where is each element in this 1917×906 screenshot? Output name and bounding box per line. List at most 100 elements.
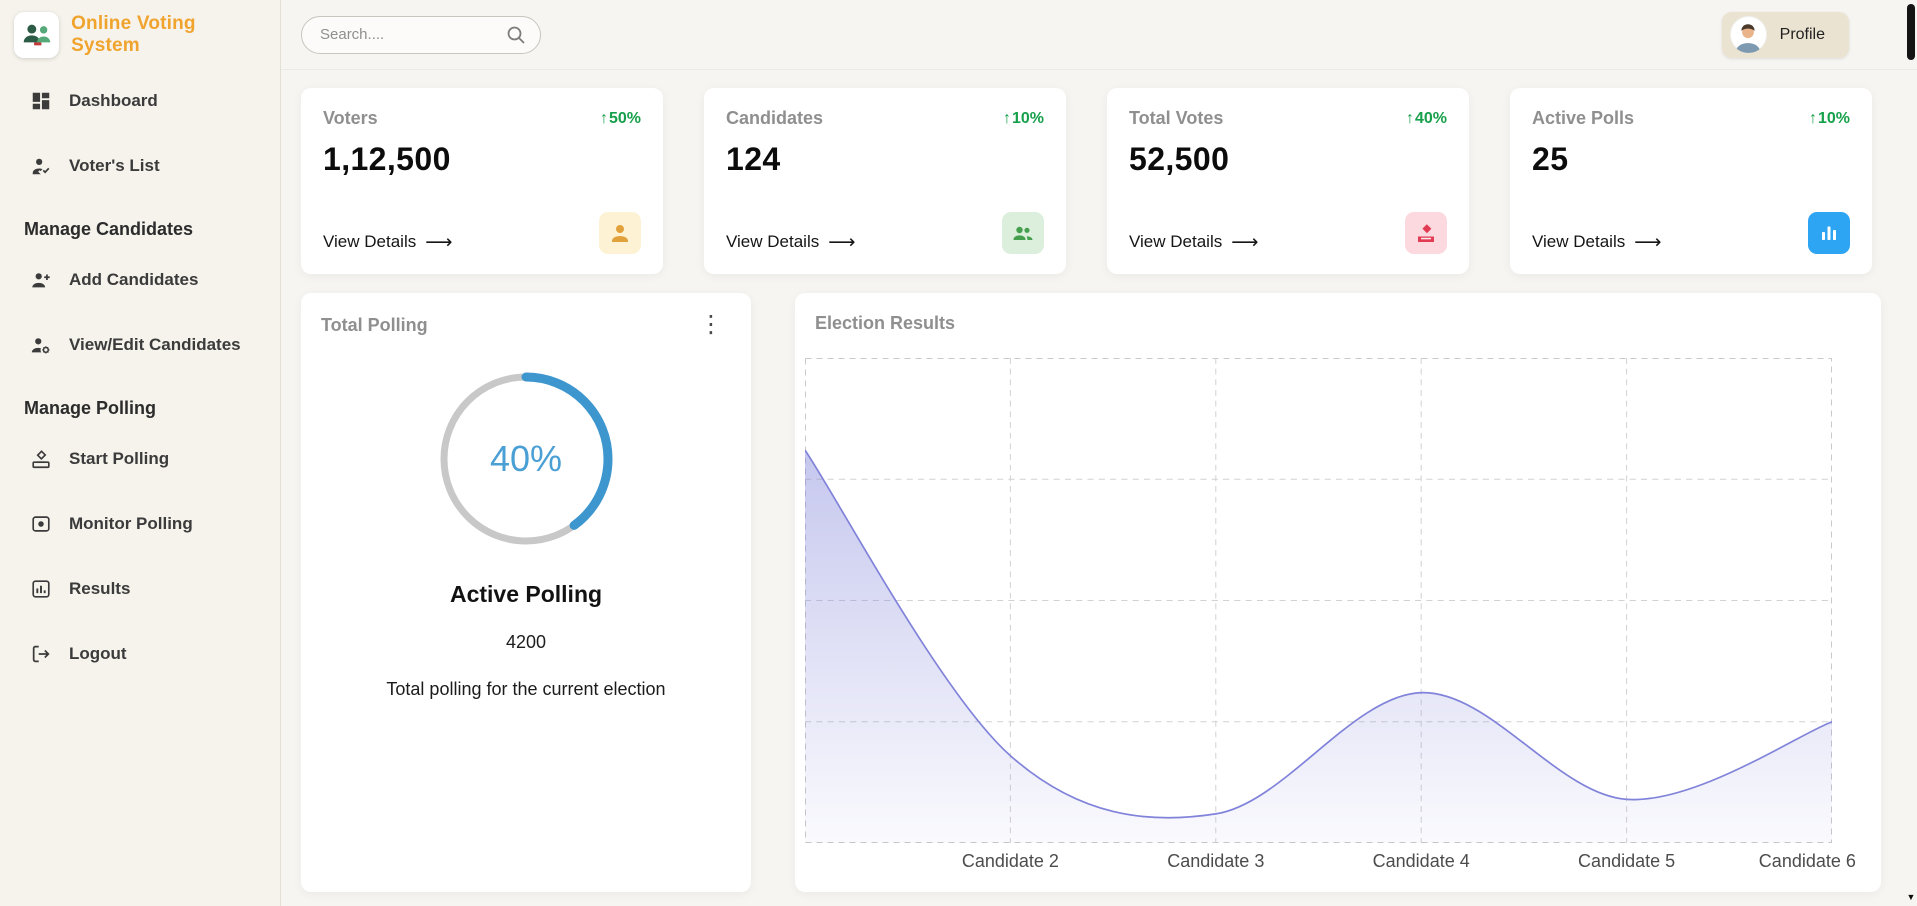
x-tick-label: Candidate 6 bbox=[1758, 851, 1856, 871]
app-logo bbox=[14, 12, 60, 58]
election-chart-svg bbox=[805, 358, 1832, 843]
bar-chart-icon bbox=[1808, 212, 1850, 254]
stat-value: 52,500 bbox=[1129, 141, 1230, 177]
sidebar-item-logout[interactable]: Logout bbox=[30, 642, 272, 666]
ballot-icon bbox=[1405, 212, 1447, 254]
stat-change: ↑ 50% bbox=[599, 109, 641, 127]
arrow-right-icon: ⟶ bbox=[1231, 231, 1259, 253]
stats-row: Voters ↑ 50% 1,12,500 View Details ⟶ Candi… bbox=[301, 88, 1881, 274]
total-polling-card: Total Polling ⋮ 40% Active Polling 4200 … bbox=[301, 293, 751, 892]
dashboard-content: Voters ↑ 50% 1,12,500 View Details ⟶ Candi… bbox=[281, 70, 1917, 906]
scrollbar-thumb[interactable] bbox=[1907, 4, 1915, 60]
sidebar-item-label: Logout bbox=[69, 644, 127, 663]
dashboard-icon bbox=[32, 92, 50, 110]
sidebar-item-label: Results bbox=[69, 579, 131, 598]
profile-button[interactable]: Profile bbox=[1721, 11, 1849, 58]
sidebar-item-label: Add Candidates bbox=[69, 270, 199, 289]
view-details-link[interactable]: View Details ⟶ bbox=[1532, 231, 1662, 253]
main-area: Profile Voters ↑50% 1,12,500 View Detail… bbox=[281, 0, 1917, 906]
sidebar-item-label: Dashboard bbox=[69, 91, 158, 110]
stat-value: 1,12,500 bbox=[323, 141, 451, 177]
stat-title: Total Votes bbox=[1129, 108, 1224, 128]
x-tick-label: Candidate 2 bbox=[961, 851, 1059, 871]
donut-percent-label: 40% bbox=[489, 438, 563, 479]
stat-title: Candidates bbox=[726, 108, 824, 128]
stat-card-voters: Voters ↑ 50% 1,12,500 View Details ⟶ bbox=[301, 88, 663, 274]
up-arrow-icon: ↑ bbox=[1002, 109, 1011, 127]
people-icon bbox=[1002, 212, 1044, 254]
profile-label: Profile bbox=[1779, 25, 1825, 43]
voter-check-icon bbox=[32, 158, 50, 175]
active-polling-label: Active Polling bbox=[449, 581, 603, 607]
sidebar-item-monitor-polling[interactable]: Monitor Polling bbox=[30, 512, 272, 536]
logout-icon bbox=[32, 645, 50, 663]
stat-value: 124 bbox=[726, 141, 781, 177]
sidebar-item-label: View/Edit Candidates bbox=[69, 335, 241, 354]
avatar bbox=[1729, 16, 1767, 53]
election-results-chart bbox=[805, 358, 1832, 843]
search-box bbox=[301, 15, 541, 54]
person-add-icon bbox=[32, 273, 50, 288]
arrow-right-icon: ⟶ bbox=[828, 231, 856, 253]
sidebar-item-label: Monitor Polling bbox=[69, 514, 193, 533]
up-arrow-icon: ↑ bbox=[1808, 109, 1817, 127]
polling-count: 4200 bbox=[505, 632, 547, 652]
sidebar-section-manage-candidates: Manage Candidates bbox=[24, 219, 194, 239]
arrow-right-icon: ⟶ bbox=[1634, 231, 1662, 253]
view-details-link[interactable]: View Details ⟶ bbox=[323, 231, 453, 253]
sidebar-nav: Dashboard Voter's List Manage Candidates… bbox=[0, 70, 280, 707]
brand: Online Voting System bbox=[0, 0, 280, 70]
stat-title: Active Polls bbox=[1532, 108, 1635, 128]
ballot-box-icon bbox=[32, 450, 50, 469]
total-polling-title: Total Polling bbox=[321, 314, 428, 335]
results-chart-icon bbox=[32, 580, 50, 598]
stat-card-total-votes: Total Votes ↑ 40% 52,500 View Details ⟶ bbox=[1107, 88, 1469, 274]
scrollbar-down-arrow[interactable]: ▼ bbox=[1906, 892, 1916, 902]
area-line bbox=[805, 450, 1832, 818]
app-title: Online Voting System bbox=[71, 13, 196, 56]
avatar-face-icon bbox=[1735, 24, 1761, 53]
up-arrow-icon: ↑ bbox=[599, 109, 608, 127]
sidebar-item-results[interactable]: Results bbox=[30, 577, 272, 601]
stat-change: ↑ 10% bbox=[1808, 109, 1850, 127]
view-details-link[interactable]: View Details ⟶ bbox=[726, 231, 856, 253]
charts-row: Total Polling ⋮ 40% Active Polling 4200 … bbox=[301, 293, 1881, 892]
donut-arc bbox=[439, 372, 613, 546]
stat-change: ↑ 40% bbox=[1405, 109, 1447, 127]
arrow-right-icon: ⟶ bbox=[425, 231, 453, 253]
area-fill bbox=[805, 450, 1832, 843]
person-icon bbox=[599, 212, 641, 254]
x-tick-label: Candidate 4 bbox=[1372, 851, 1470, 871]
sidebar-item-dashboard[interactable]: Dashboard bbox=[30, 89, 272, 113]
sidebar-item-start-polling[interactable]: Start Polling bbox=[30, 447, 272, 471]
view-details-link[interactable]: View Details ⟶ bbox=[1129, 231, 1259, 253]
x-axis-labels: Candidate 2 Candidate 3 Candidate 4 Cand… bbox=[805, 843, 1856, 877]
sidebar-section-manage-polling: Manage Polling bbox=[24, 398, 157, 418]
stat-value: 25 bbox=[1532, 141, 1569, 177]
election-results-title: Election Results bbox=[815, 313, 956, 333]
sidebar: Online Voting System Dashboard Voter's L… bbox=[0, 0, 281, 906]
polling-donut-chart: 40% bbox=[434, 367, 618, 551]
stat-card-candidates: Candidates ↑ 10% 124 View Details ⟶ bbox=[704, 88, 1066, 274]
polling-description: Total polling for the current election bbox=[386, 679, 666, 699]
person-gear-icon bbox=[31, 338, 50, 354]
search-input[interactable] bbox=[301, 15, 541, 54]
sidebar-item-label: Start Polling bbox=[69, 449, 170, 468]
stat-title: Voters bbox=[323, 108, 378, 128]
x-tick-label: Candidate 3 bbox=[1167, 851, 1265, 871]
topbar: Profile bbox=[281, 0, 1917, 70]
x-tick-label: Candidate 5 bbox=[1578, 851, 1676, 871]
kebab-menu-icon[interactable]: ⋮ bbox=[699, 311, 723, 338]
up-arrow-icon: ↑ bbox=[1405, 109, 1414, 127]
election-results-card: Election Results bbox=[795, 293, 1881, 892]
search-icon[interactable] bbox=[504, 23, 528, 47]
sidebar-item-add-candidates[interactable]: Add Candidates bbox=[30, 268, 272, 292]
stat-change: ↑ 10% bbox=[1002, 109, 1044, 127]
monitor-icon bbox=[32, 516, 50, 532]
scrollbar: ▼ bbox=[1905, 0, 1917, 906]
voting-logo-icon bbox=[23, 24, 50, 46]
sidebar-item-label: Voter's List bbox=[69, 156, 160, 175]
sidebar-item-voters-list[interactable]: Voter's List bbox=[30, 154, 272, 178]
sidebar-item-view-edit-candidates[interactable]: View/Edit Candidates bbox=[30, 333, 272, 357]
stat-card-active-polls: Active Polls ↑ 10% 25 View Details ⟶ bbox=[1510, 88, 1872, 274]
